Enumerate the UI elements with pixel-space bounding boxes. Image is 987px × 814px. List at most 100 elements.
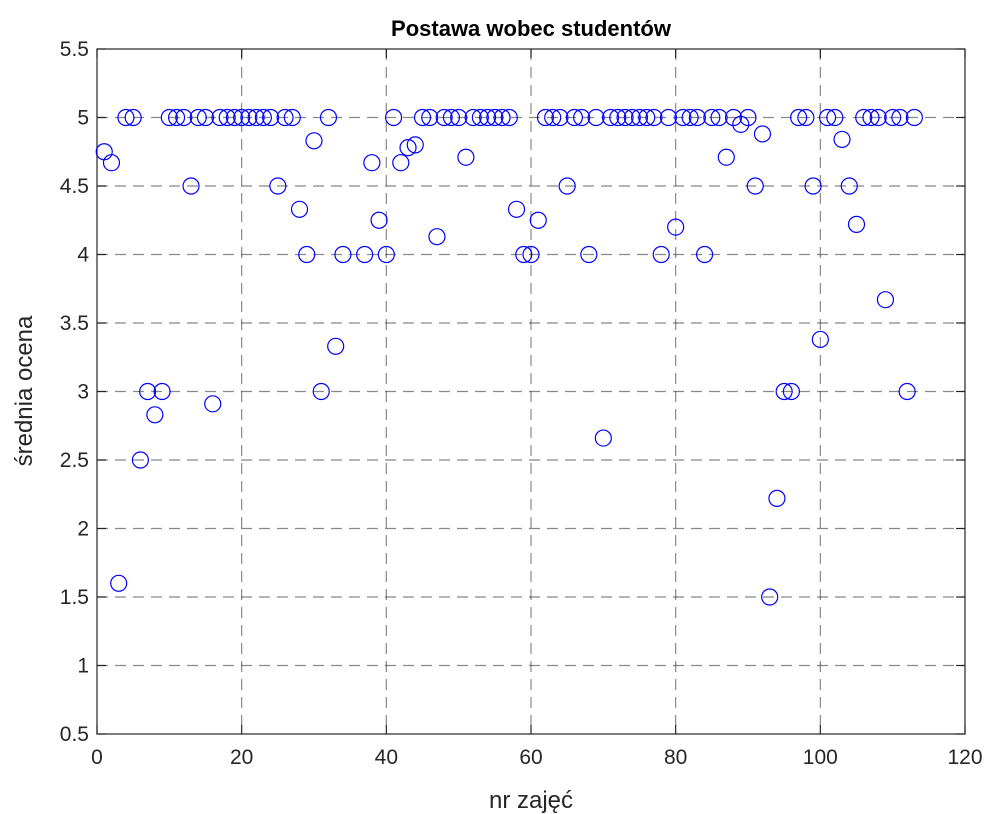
data-point	[269, 177, 287, 195]
data-point	[768, 489, 786, 507]
y-tick-label: 2.5	[60, 449, 89, 472]
x-tick-label: 20	[230, 746, 253, 769]
data-point	[898, 382, 916, 401]
data-point	[630, 108, 649, 127]
data-point	[544, 108, 562, 127]
data-point	[283, 108, 301, 127]
data-point	[175, 108, 193, 127]
data-point	[616, 108, 634, 127]
x-tick-label: 80	[664, 746, 687, 769]
data-point	[363, 154, 381, 172]
data-point	[732, 115, 750, 133]
x-tick-label: 60	[519, 746, 542, 769]
data-point	[196, 108, 215, 127]
data-point	[659, 108, 678, 127]
data-point	[493, 108, 511, 127]
data-point	[464, 108, 482, 127]
data-point	[233, 108, 251, 127]
data-point	[102, 154, 121, 172]
data-point	[551, 108, 569, 127]
data-point	[565, 108, 584, 127]
data-point	[110, 574, 128, 592]
data-point	[247, 108, 265, 127]
y-tick-label: 5.5	[60, 38, 89, 61]
data-point	[413, 108, 432, 127]
data-point	[124, 108, 142, 127]
data-point	[862, 108, 880, 127]
data-point	[167, 108, 186, 127]
y-axis-label: średnia ocena	[11, 315, 38, 466]
data-point	[753, 125, 772, 143]
data-point	[240, 108, 258, 127]
x-tick-label: 120	[947, 746, 982, 769]
axis-ticks	[96, 48, 966, 735]
data-point	[507, 200, 526, 218]
x-tick-label: 100	[803, 746, 838, 769]
data-point	[153, 382, 171, 401]
data-point	[573, 108, 591, 127]
data-point	[305, 132, 323, 150]
grid	[97, 49, 965, 734]
data-point	[790, 108, 808, 127]
data-point	[139, 382, 157, 401]
data-point	[457, 148, 475, 166]
data-point	[522, 245, 540, 264]
data-point	[334, 245, 352, 264]
data-point	[594, 429, 612, 447]
data-point	[218, 108, 236, 127]
data-point	[804, 177, 822, 195]
data-point	[486, 108, 504, 127]
data-point	[688, 108, 706, 127]
data-point	[225, 108, 244, 127]
data-point	[782, 382, 801, 401]
data-point	[710, 108, 728, 127]
data-point	[95, 143, 113, 161]
data-point	[435, 108, 453, 127]
data-point	[609, 108, 627, 127]
data-point	[775, 382, 793, 401]
data-point	[818, 108, 837, 127]
y-tick-label: 0.5	[60, 723, 89, 746]
data-point	[667, 218, 685, 236]
data-point	[833, 130, 851, 149]
data-point	[131, 451, 149, 469]
data-point	[298, 245, 316, 264]
data-point	[146, 406, 164, 424]
y-tick-label: 3.5	[60, 312, 89, 335]
data-point	[681, 108, 699, 127]
data-point	[204, 395, 222, 413]
data-point	[471, 108, 489, 127]
data-point	[276, 108, 294, 127]
data-point	[536, 108, 555, 127]
data-point	[290, 200, 309, 218]
data-point	[638, 108, 656, 127]
data-point	[377, 245, 395, 264]
data-point	[891, 108, 909, 127]
data-point	[855, 108, 873, 127]
data-point	[189, 108, 207, 127]
data-point	[847, 215, 866, 233]
data-point	[724, 108, 743, 127]
data-point	[262, 108, 280, 127]
data-point	[587, 108, 605, 127]
data-point	[811, 330, 829, 349]
data-point	[406, 136, 424, 154]
data-point	[182, 177, 200, 195]
data-point	[739, 108, 757, 127]
data-point	[746, 177, 764, 195]
y-tick-label: 2	[77, 518, 89, 541]
data-series	[95, 108, 923, 606]
data-point	[717, 148, 735, 166]
data-point	[117, 108, 135, 127]
data-point	[160, 108, 178, 127]
data-point	[442, 108, 461, 127]
data-point	[356, 245, 374, 264]
data-point	[580, 245, 598, 264]
data-point	[674, 108, 692, 127]
data-point	[623, 108, 641, 127]
data-point	[905, 108, 923, 127]
data-point	[703, 108, 721, 127]
data-point	[558, 177, 576, 195]
chart-title: Postawa wobec studentów	[391, 16, 672, 41]
